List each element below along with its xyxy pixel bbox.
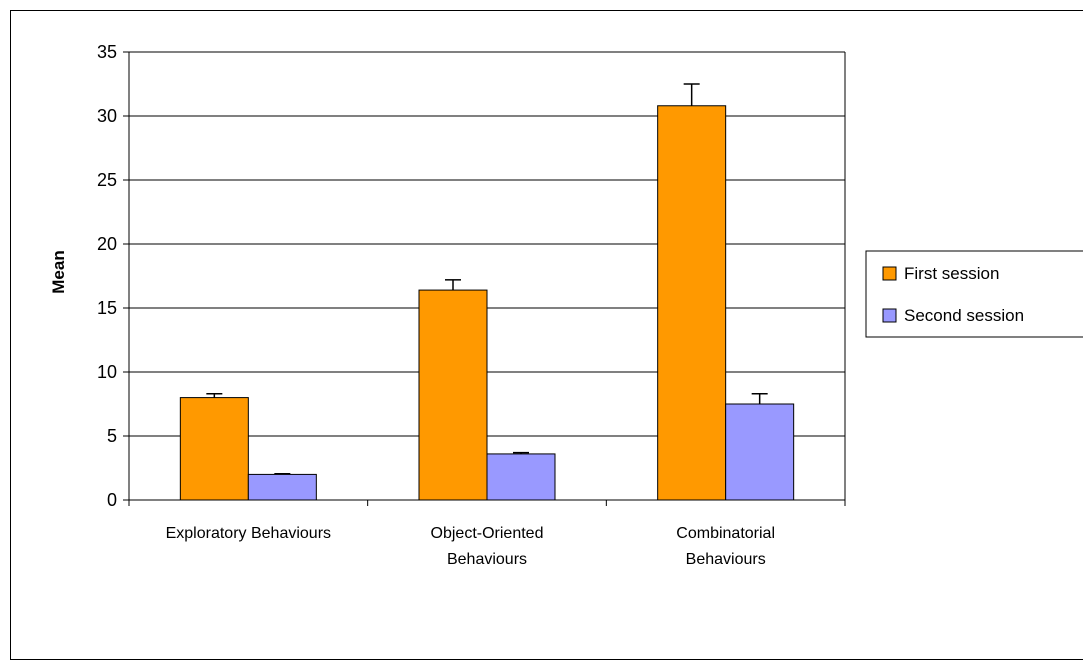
bar <box>486 453 556 501</box>
y-tick-label: 10 <box>97 362 117 382</box>
legend-swatch <box>882 266 897 281</box>
y-tick-label: 0 <box>107 490 117 510</box>
y-tick-labels: 0 5 10 15 20 25 30 35 <box>97 42 117 510</box>
legend: First session Second session <box>865 250 1083 338</box>
bar <box>725 403 795 501</box>
y-tick-label: 20 <box>97 234 117 254</box>
bar <box>179 397 249 501</box>
bar <box>247 473 317 501</box>
y-tick-label: 15 <box>97 298 117 318</box>
y-tick-label: 30 <box>97 106 117 126</box>
x-category-label: Behaviours <box>686 551 766 568</box>
legend-label: First session <box>904 264 999 283</box>
y-tick-label: 5 <box>107 426 117 446</box>
y-tick-label: 35 <box>97 42 117 62</box>
y-axis-label: Mean <box>49 250 68 293</box>
legend-box <box>865 250 1083 338</box>
axes <box>123 51 846 506</box>
x-category-label: Behaviours <box>447 551 527 568</box>
bar-chart: 0 5 10 15 20 25 30 35 Exploratory Behaviours Obj… <box>49 42 1083 568</box>
x-category-label: Combinatorial <box>676 525 775 542</box>
legend-label: Second session <box>904 306 1024 325</box>
bar <box>657 105 727 501</box>
bars <box>179 83 795 501</box>
x-category-labels: Exploratory Behaviours Object-Oriented Beh… <box>166 525 775 568</box>
y-tick-label: 25 <box>97 170 117 190</box>
x-category-label: Exploratory Behaviours <box>166 525 331 542</box>
x-category-label: Object-Oriented <box>431 525 544 542</box>
bar <box>418 289 488 501</box>
legend-swatch <box>882 308 897 323</box>
